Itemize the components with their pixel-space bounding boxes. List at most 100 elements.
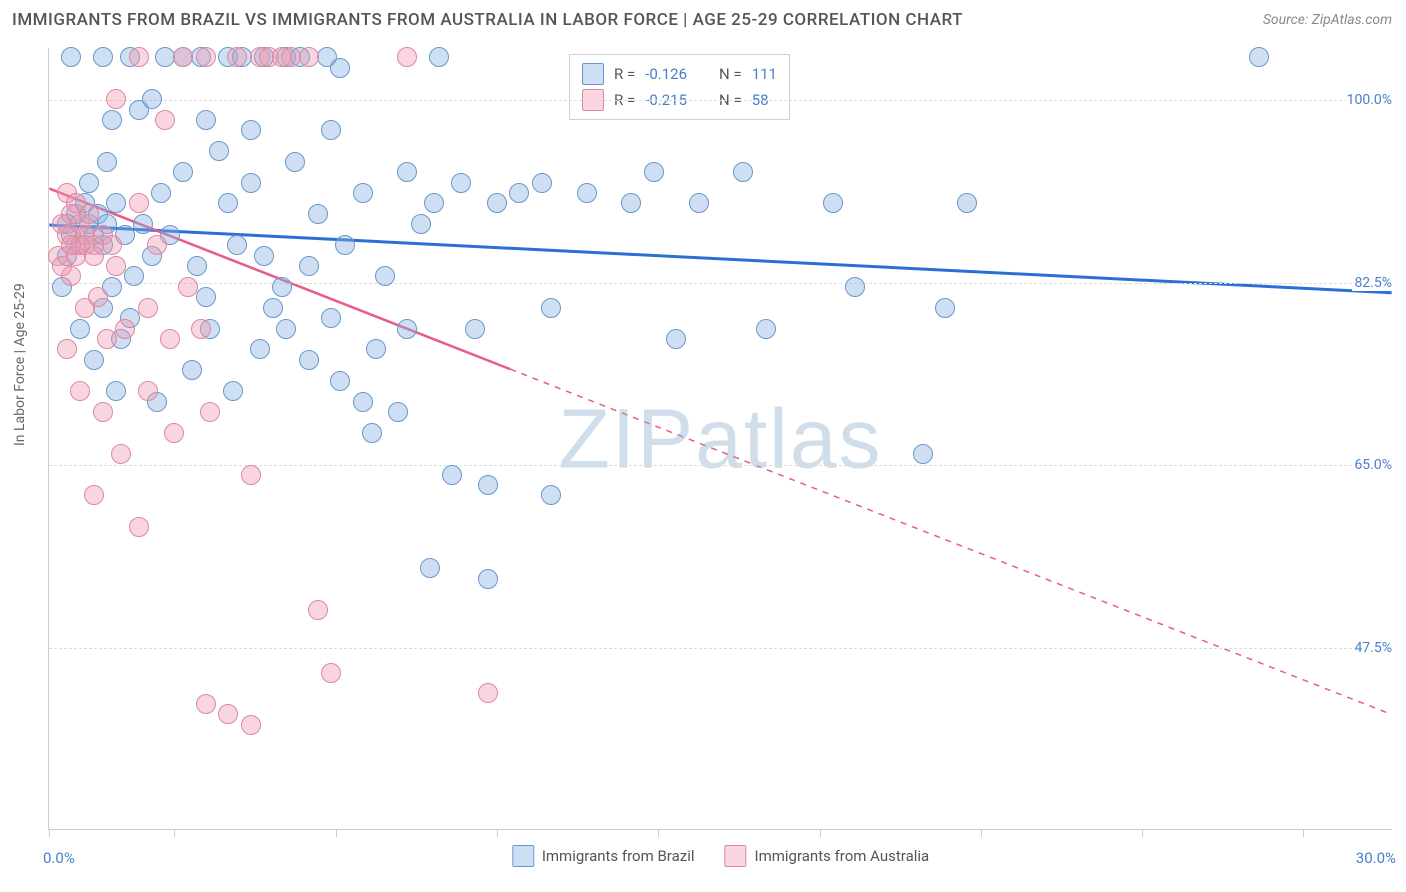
source-label: Source: ZipAtlas.com (1263, 12, 1392, 28)
data-point (142, 89, 162, 109)
legend-item: Immigrants from Brazil (512, 845, 695, 867)
data-point (196, 287, 216, 307)
data-point (151, 183, 171, 203)
data-point (138, 298, 158, 318)
data-point (465, 319, 485, 339)
data-point (308, 204, 328, 224)
data-point (1249, 47, 1269, 67)
r-label: R = (614, 61, 635, 87)
data-point (66, 193, 86, 213)
data-point (299, 47, 319, 67)
data-point (115, 319, 135, 339)
data-point (689, 193, 709, 213)
data-point (79, 173, 99, 193)
data-point (335, 235, 355, 255)
data-point (106, 256, 126, 276)
data-point (155, 110, 175, 130)
correlation-legend: R = -0.126N = 111R = -0.215N = 58 (569, 54, 790, 120)
x-tick (336, 829, 337, 837)
data-point (263, 298, 283, 318)
data-point (102, 110, 122, 130)
data-point (173, 162, 193, 182)
data-point (397, 162, 417, 182)
data-point (321, 663, 341, 683)
data-point (397, 47, 417, 67)
data-point (61, 47, 81, 67)
data-point (451, 173, 471, 193)
data-point (102, 235, 122, 255)
data-point (241, 465, 261, 485)
x-tick (981, 829, 982, 837)
data-point (200, 402, 220, 422)
data-point (88, 287, 108, 307)
chart-title: IMMIGRANTS FROM BRAZIL VS IMMIGRANTS FRO… (12, 10, 963, 30)
y-tick-label: 82.5% (1352, 275, 1394, 291)
data-point (621, 193, 641, 213)
data-point (272, 277, 292, 297)
legend-label: Immigrants from Australia (755, 847, 930, 865)
data-point (124, 266, 144, 286)
x-tick (1142, 829, 1143, 837)
data-point (299, 350, 319, 370)
legend-label: Immigrants from Brazil (542, 847, 695, 865)
x-tick (49, 829, 50, 837)
data-point (388, 402, 408, 422)
data-point (187, 256, 207, 276)
data-point (160, 329, 180, 349)
data-point (138, 381, 158, 401)
gridline (49, 648, 1392, 649)
data-point (57, 339, 77, 359)
data-point (223, 381, 243, 401)
data-point (285, 152, 305, 172)
data-point (254, 246, 274, 266)
data-point (227, 235, 247, 255)
data-point (362, 423, 382, 443)
data-point (70, 319, 90, 339)
data-point (106, 89, 126, 109)
y-axis-title: In Labor Force | Age 25-29 (12, 283, 28, 446)
data-point (756, 319, 776, 339)
data-point (129, 47, 149, 67)
trend-line-dashed (510, 369, 1391, 714)
data-point (733, 162, 753, 182)
data-point (196, 694, 216, 714)
y-tick-label: 100.0% (1345, 92, 1394, 108)
data-point (97, 152, 117, 172)
data-point (353, 183, 373, 203)
data-point (97, 329, 117, 349)
data-point (375, 266, 395, 286)
data-point (577, 183, 597, 203)
data-point (196, 110, 216, 130)
data-point (299, 256, 319, 276)
data-point (330, 371, 350, 391)
data-point (84, 246, 104, 266)
data-point (173, 47, 193, 67)
data-point (420, 558, 440, 578)
data-point (250, 339, 270, 359)
data-point (191, 319, 211, 339)
data-point (478, 569, 498, 589)
data-point (93, 402, 113, 422)
legend-row: R = -0.126N = 111 (582, 61, 777, 87)
data-point (541, 485, 561, 505)
legend-swatch (725, 845, 747, 867)
data-point (487, 193, 507, 213)
data-point (133, 214, 153, 234)
data-point (93, 47, 113, 67)
data-point (411, 214, 431, 234)
n-value: 111 (752, 61, 777, 87)
trend-lines (49, 48, 1392, 829)
data-point (111, 444, 131, 464)
data-point (509, 183, 529, 203)
chart-container: IMMIGRANTS FROM BRAZIL VS IMMIGRANTS FRO… (0, 0, 1406, 892)
data-point (424, 193, 444, 213)
data-point (429, 47, 449, 67)
data-point (227, 47, 247, 67)
data-point (366, 339, 386, 359)
series-legend: Immigrants from Brazil Immigrants from Au… (512, 845, 929, 867)
n-label: N = (719, 61, 742, 87)
data-point (70, 381, 90, 401)
data-point (196, 47, 216, 67)
data-point (129, 193, 149, 213)
x-axis-min-label: 0.0% (43, 849, 75, 867)
